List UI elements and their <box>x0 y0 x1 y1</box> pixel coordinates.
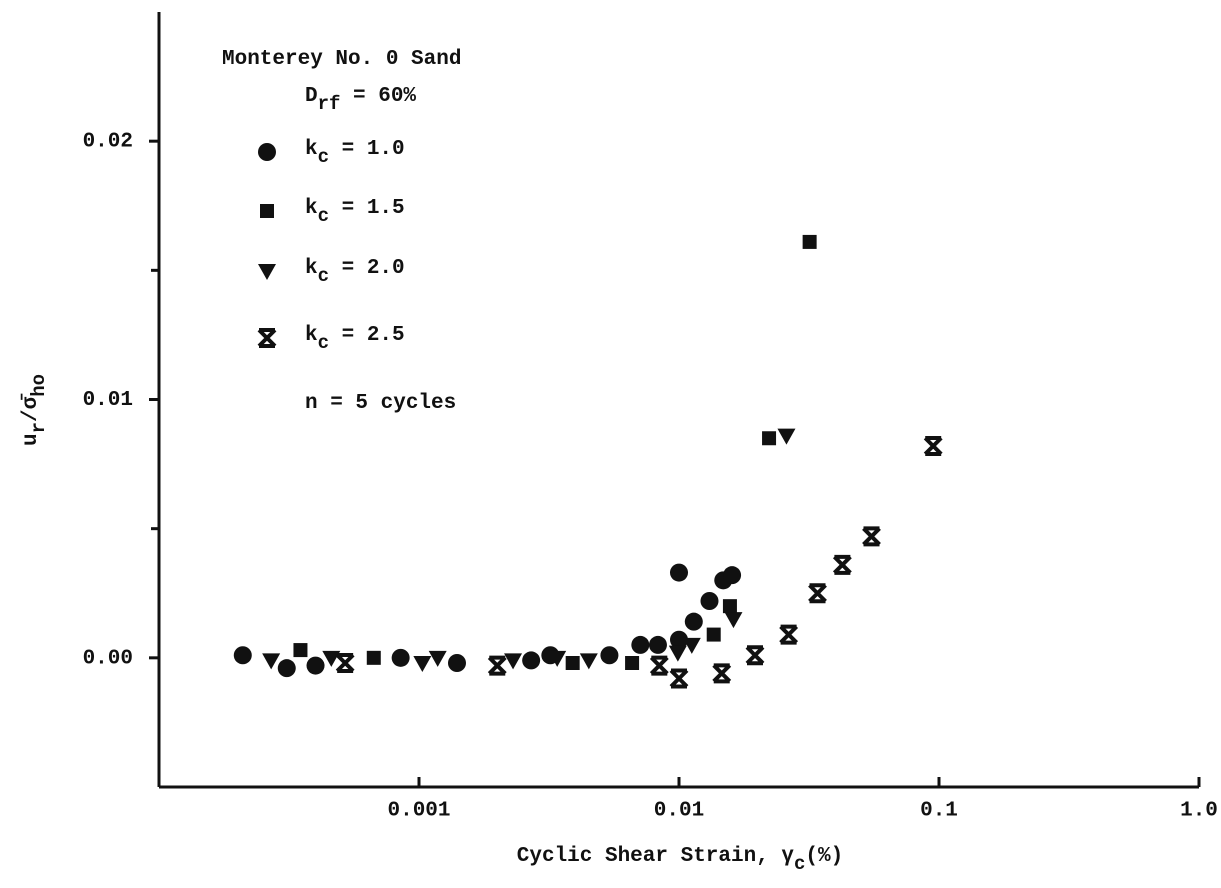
y-axis-label: ur/σ̄ho <box>20 374 50 446</box>
x-tick-label: 0.01 <box>654 800 704 823</box>
point <box>808 583 827 604</box>
legend-marker <box>257 328 277 348</box>
point <box>233 646 252 665</box>
legend-label-part: k <box>305 138 318 161</box>
point <box>649 655 669 676</box>
y-axis-label-part: r <box>28 422 50 433</box>
y-axis-label-part: /σ̄ <box>20 393 43 422</box>
point <box>391 648 410 667</box>
legend-label-part: c <box>318 265 329 287</box>
legend-marker <box>258 264 276 280</box>
point <box>706 627 721 642</box>
point <box>504 653 523 670</box>
point <box>668 645 687 662</box>
y-tick-label: 0.00 <box>83 647 133 670</box>
x-axis-label: Cyclic Shear Strain, γc(%) <box>517 845 843 875</box>
point <box>745 645 765 666</box>
legend-label-part: = 1.0 <box>329 138 405 161</box>
legend-label-part: = 2.0 <box>329 257 405 280</box>
annotation-part: n = 5 cycles <box>305 392 456 415</box>
point <box>306 656 325 675</box>
point <box>762 431 777 446</box>
legend-label-part: c <box>318 205 329 227</box>
point <box>522 651 541 670</box>
point <box>712 663 732 684</box>
y-axis-label-part: ho <box>28 374 50 397</box>
point <box>428 650 447 667</box>
legend-label-part: k <box>305 197 318 220</box>
y-tick-label: 0.01 <box>83 389 133 412</box>
point <box>277 659 296 678</box>
point <box>447 654 466 672</box>
point <box>335 653 355 673</box>
point <box>565 656 580 670</box>
point <box>723 566 742 585</box>
legend-marker <box>260 204 274 218</box>
point <box>322 650 341 667</box>
legend-label: kc = 2.0 <box>305 257 405 287</box>
point <box>779 624 799 645</box>
annotation: Monterey No. 0 Sand <box>222 48 461 71</box>
point <box>631 635 650 654</box>
point <box>293 643 308 658</box>
point <box>802 234 817 249</box>
point <box>670 630 688 649</box>
legend-label-part: k <box>305 324 318 347</box>
point <box>682 637 701 654</box>
legend-label-part: k <box>305 257 318 280</box>
legend-marker <box>258 143 276 161</box>
annotation: Drf = 60% <box>305 85 416 115</box>
point <box>684 612 703 631</box>
annotation-part: Monterey No. 0 Sand <box>222 48 461 71</box>
y-axis-label-part: u <box>20 433 43 446</box>
x-tick-label: 0.1 <box>920 800 958 823</box>
legend-label: kc = 2.5 <box>305 324 405 354</box>
legend-label-part: c <box>318 332 329 354</box>
point <box>700 592 719 610</box>
legend-label-part: = 1.5 <box>329 197 405 220</box>
point <box>579 653 598 670</box>
point <box>670 563 688 582</box>
x-axis-label-part: (%) <box>805 845 843 868</box>
legend-label-part: c <box>318 146 329 168</box>
point <box>777 428 796 445</box>
x-tick-label: 0.001 <box>387 800 450 823</box>
point <box>724 612 743 629</box>
point <box>722 599 737 614</box>
point <box>832 554 852 575</box>
y-tick-label: 0.02 <box>83 131 133 154</box>
point <box>487 655 507 676</box>
annotation-part: rf <box>318 93 341 115</box>
annotation: n = 5 cycles <box>305 392 456 415</box>
point <box>262 653 281 670</box>
legend-label: kc = 1.5 <box>305 197 405 227</box>
annotation-part: D <box>305 85 318 108</box>
point <box>413 656 432 672</box>
point <box>548 650 567 667</box>
x-tick-label: 1.0 <box>1180 800 1218 823</box>
point <box>923 436 943 456</box>
point <box>366 650 381 665</box>
legend-label-part: = 2.5 <box>329 324 405 347</box>
annotation-part: = 60% <box>340 85 416 108</box>
point <box>669 668 689 689</box>
legend-label: kc = 1.0 <box>305 138 405 168</box>
x-axis-label-part: c <box>794 853 805 875</box>
point <box>862 526 881 547</box>
point <box>600 646 619 665</box>
x-axis-label-part: Cyclic Shear Strain, γ <box>517 845 795 868</box>
point <box>625 656 640 670</box>
point <box>648 635 667 654</box>
